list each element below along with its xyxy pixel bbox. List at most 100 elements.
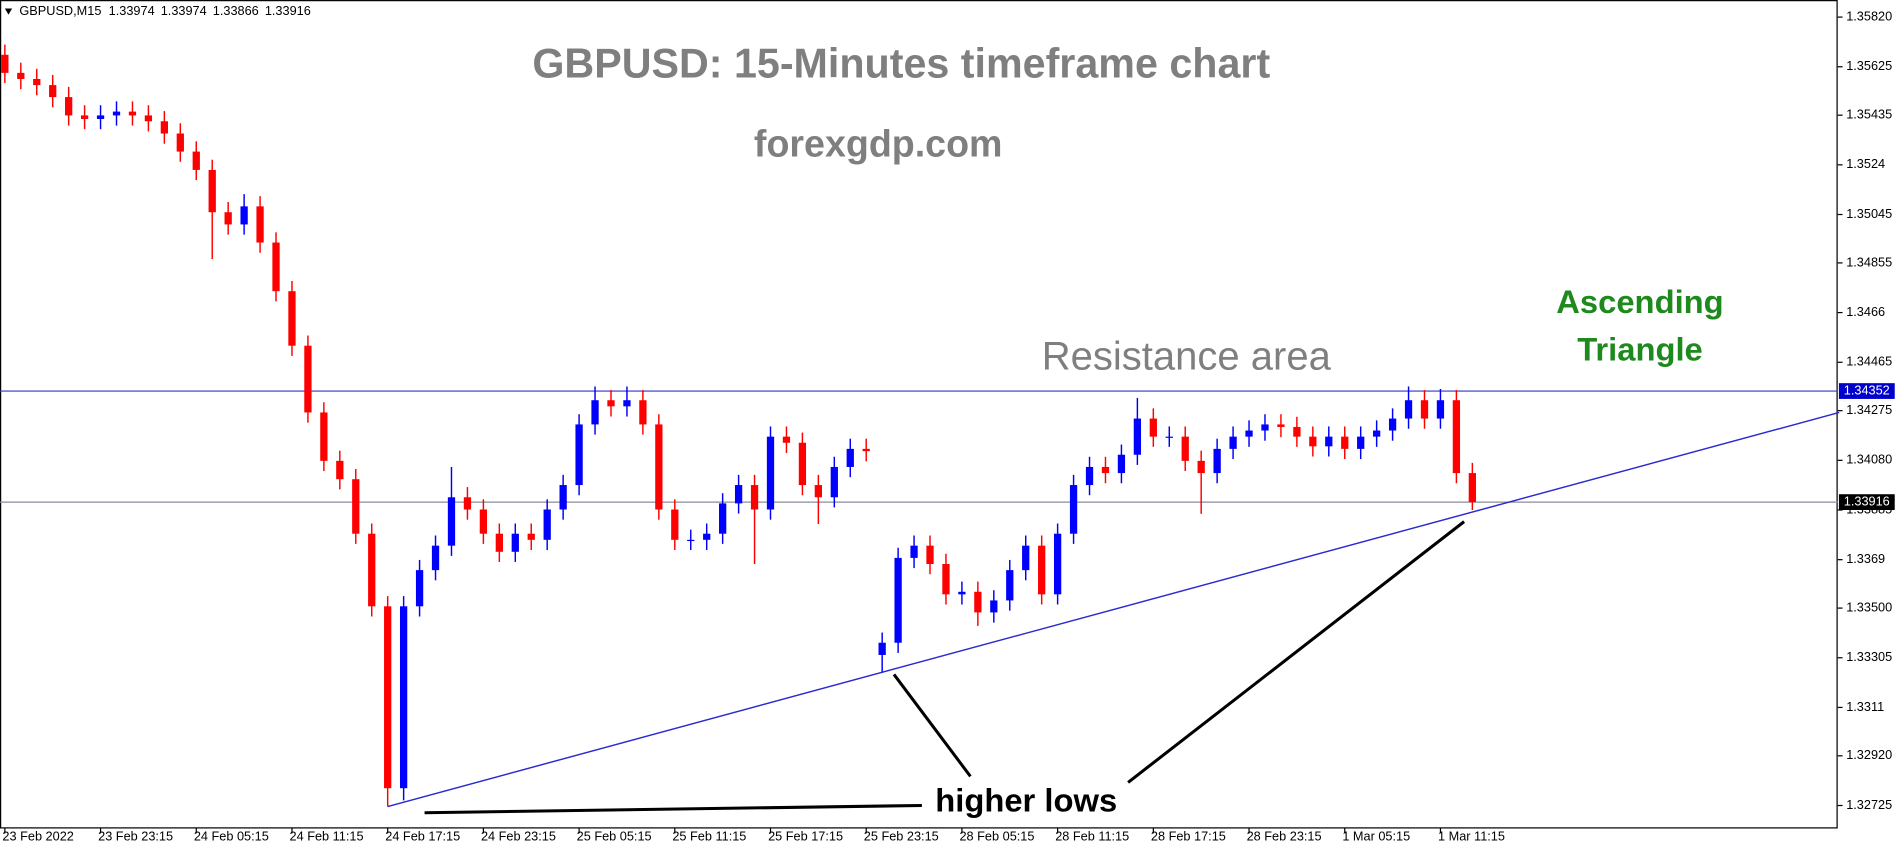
menu-arrow[interactable] <box>4 8 13 15</box>
candle-body <box>623 400 631 407</box>
candle-body <box>958 591 966 595</box>
candle-body <box>1069 485 1078 534</box>
y-tick-label: 1.34855 <box>1846 254 1892 269</box>
chart-subtitle: forexgdp.com <box>754 123 1003 165</box>
candle-body <box>1468 473 1476 503</box>
candle-body <box>990 600 998 613</box>
candle-body <box>1213 448 1221 474</box>
candle-body <box>814 485 822 498</box>
candle-body <box>304 345 312 413</box>
candle-body <box>224 212 232 225</box>
x-tick-label: 25 Feb 23:15 <box>864 828 939 843</box>
ohlc-value: 1.33974 <box>161 4 207 19</box>
y-tick-label: 1.3524 <box>1846 156 1885 171</box>
candle-body <box>415 570 424 607</box>
candle-body <box>208 169 216 213</box>
x-tick-label: 25 Feb 05:15 <box>577 828 652 843</box>
candle-body <box>766 436 775 510</box>
candle-body <box>336 460 344 480</box>
candle-body <box>894 557 902 643</box>
candle-body <box>591 400 599 425</box>
candle-body <box>862 448 870 452</box>
candle-body <box>479 509 488 534</box>
candle-body <box>65 97 73 116</box>
candle-body <box>1022 545 1030 571</box>
candle-body <box>1373 430 1381 437</box>
candle-body <box>320 412 328 461</box>
candle-body <box>272 242 280 292</box>
candle-body <box>511 533 519 552</box>
x-tick-label: 25 Feb 11:15 <box>672 828 746 843</box>
y-tick-label: 1.3369 <box>1846 551 1885 566</box>
candle-body <box>910 545 918 558</box>
plot-frame <box>0 0 1838 829</box>
candle-body <box>1325 436 1333 447</box>
candle-body <box>1357 436 1365 449</box>
candle-body <box>1181 436 1189 461</box>
y-tick-label: 1.3466 <box>1846 304 1885 319</box>
candle-body <box>192 151 200 170</box>
candle-body <box>1053 533 1062 595</box>
candle-body <box>1117 454 1126 474</box>
candle-body <box>447 497 456 546</box>
y-tick-label: 1.35820 <box>1846 8 1892 23</box>
candle-body <box>527 533 535 540</box>
candle-body <box>1293 426 1301 437</box>
pattern-label: Ascending <box>1556 283 1723 320</box>
price-tag <box>1838 383 1895 399</box>
candle-body <box>830 466 838 498</box>
candle-body <box>1006 570 1014 601</box>
candle-body <box>352 479 360 534</box>
candle-body <box>543 509 551 540</box>
candle-body <box>1038 545 1046 595</box>
y-tick-label: 1.33500 <box>1846 599 1892 614</box>
price-tag-label: 1.34352 <box>1844 382 1890 397</box>
y-tick-label: 1.35045 <box>1846 206 1892 221</box>
candle-body <box>384 606 392 789</box>
candle-body <box>176 133 184 152</box>
candle-body <box>17 72 25 79</box>
y-tick-label: 1.34080 <box>1846 452 1892 467</box>
x-tick-label: 24 Feb 11:15 <box>290 828 364 843</box>
candle-body <box>719 503 727 534</box>
arrow-line <box>424 803 922 815</box>
x-tick-label: 1 Mar 11:15 <box>1438 828 1505 843</box>
candle-body <box>49 85 57 98</box>
candle-body <box>431 545 440 571</box>
x-tick-label: 28 Feb 05:15 <box>959 828 1034 843</box>
ohlc-value: 1.33916 <box>265 4 311 19</box>
trendline <box>387 411 1840 808</box>
candle-body <box>575 424 583 486</box>
candle-body <box>926 545 934 565</box>
candle-body <box>1388 418 1397 431</box>
candle-body <box>734 485 743 504</box>
candle-body <box>687 539 695 542</box>
price-tag <box>1838 494 1895 510</box>
x-tick-label: 28 Feb 11:15 <box>1055 828 1129 843</box>
y-tick-label: 1.34465 <box>1846 354 1892 369</box>
candle-body <box>495 533 503 552</box>
candle-body <box>256 206 264 243</box>
candle-body <box>33 78 41 86</box>
candle-body <box>1277 424 1285 427</box>
y-tick-label: 1.34275 <box>1846 402 1892 417</box>
plot-layer: 1.35820 1.35625 1.35435 1.3524 1.35045 1.3485… <box>0 8 1895 843</box>
candle-body <box>1085 466 1094 486</box>
candle-body <box>1420 400 1429 419</box>
candle-body <box>288 291 296 346</box>
candle-body <box>671 509 679 540</box>
candle-body <box>463 497 472 510</box>
candle-body <box>1452 400 1461 474</box>
candle-body <box>703 533 711 540</box>
x-tick-label: 1 Mar 05:15 <box>1342 828 1410 843</box>
ohlc-value: 1.33866 <box>213 4 259 19</box>
arrow-line <box>892 673 972 778</box>
candle-body <box>974 591 982 613</box>
candle-body <box>96 115 105 119</box>
x-tick-label: 23 Feb 23:15 <box>98 828 173 843</box>
y-tick-label: 1.33305 <box>1846 649 1892 664</box>
candle-body <box>399 606 408 789</box>
